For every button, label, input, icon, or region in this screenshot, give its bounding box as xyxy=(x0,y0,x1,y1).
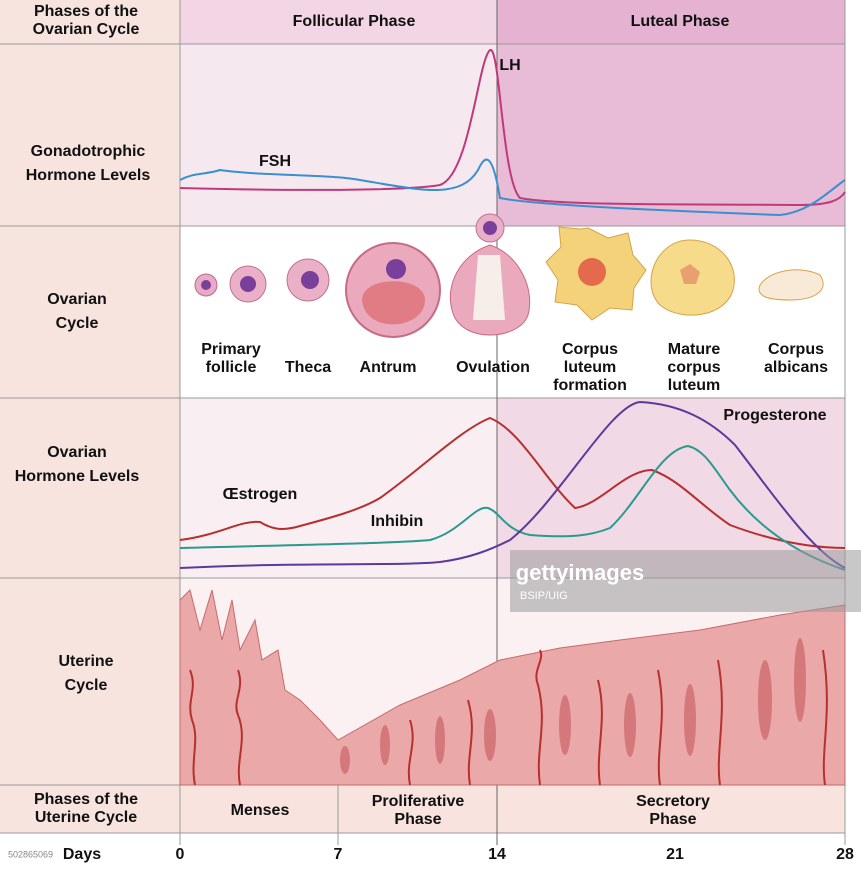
stage-label: Ovulation xyxy=(456,359,530,376)
day-tick: 14 xyxy=(488,846,506,863)
gland xyxy=(559,695,571,755)
stage-label: Corpus xyxy=(768,341,824,358)
gland xyxy=(758,660,772,740)
stage-label: Theca xyxy=(285,359,331,376)
watermark-brand: gettyimages xyxy=(516,560,644,585)
gland xyxy=(340,746,350,774)
artery xyxy=(235,669,243,786)
artery xyxy=(535,649,543,786)
phase-label: Phase xyxy=(649,811,696,828)
row-label: Uterine Cycle xyxy=(35,809,137,826)
axis-label: Days xyxy=(63,846,101,863)
follicle-icon xyxy=(473,255,505,320)
left-column xyxy=(0,0,180,833)
follicular-header xyxy=(180,0,497,44)
stage-label: corpus xyxy=(667,359,720,376)
uterine-lining xyxy=(179,589,846,786)
stage-label: Corpus xyxy=(562,341,618,358)
corpus-icon xyxy=(680,264,700,284)
watermark-id: 502865069 xyxy=(8,849,53,859)
curve-label: Inhibin xyxy=(371,513,423,530)
estrogen-curve xyxy=(179,416,846,549)
corpus-icon xyxy=(578,258,606,286)
follicle-icon xyxy=(201,280,211,290)
luteal-header xyxy=(497,0,845,44)
progesterone-curve xyxy=(179,400,846,569)
follicle-icon xyxy=(483,221,497,235)
uterine-phase-bg xyxy=(180,785,845,833)
phase-label: Phase xyxy=(394,811,441,828)
row-label: Cycle xyxy=(65,677,108,694)
phase-label: Menses xyxy=(231,802,290,819)
artery xyxy=(717,659,723,786)
watermark-box xyxy=(510,550,861,612)
row-label: Phases of the xyxy=(34,791,138,808)
artery xyxy=(657,669,663,786)
curve-label: LH xyxy=(499,57,520,74)
phase-label: Secretory xyxy=(636,793,710,810)
follicle-icon xyxy=(240,276,256,292)
day-tick: 7 xyxy=(334,846,343,863)
inhibin-curve xyxy=(179,444,846,571)
row-label: Hormone Levels xyxy=(15,468,140,485)
stage-label: Antrum xyxy=(360,359,417,376)
stage-label: luteum xyxy=(564,359,616,376)
lh-curve xyxy=(179,48,846,207)
curve-label: Œstrogen xyxy=(223,486,298,503)
hormone-luteal xyxy=(497,398,845,578)
corpus-icon xyxy=(758,269,824,301)
stage-label: Mature xyxy=(668,341,721,358)
phase-label: Proliferative xyxy=(372,793,465,810)
artery xyxy=(407,719,414,786)
gonado-luteal xyxy=(497,44,845,226)
row-label: Cycle xyxy=(56,315,99,332)
phase-label: Follicular Phase xyxy=(293,13,416,30)
follicles xyxy=(194,213,824,338)
day-tick: 21 xyxy=(666,846,684,863)
artery xyxy=(189,669,197,786)
stage-label: Primary xyxy=(201,341,261,358)
stage-label: albicans xyxy=(764,359,828,376)
phase-label: Luteal Phase xyxy=(631,13,730,30)
gland xyxy=(484,709,496,761)
gland xyxy=(435,716,445,764)
curve-label: Progesterone xyxy=(723,407,826,424)
artery xyxy=(597,679,603,786)
spiral-arteries xyxy=(189,649,828,786)
day-tick: 0 xyxy=(176,846,185,863)
fsh-curve xyxy=(179,158,846,217)
glands xyxy=(340,638,806,774)
follicle-icon xyxy=(386,259,406,279)
gland xyxy=(794,638,806,722)
artery xyxy=(822,649,828,786)
gland xyxy=(684,684,696,756)
stage-label: formation xyxy=(553,377,627,394)
artery xyxy=(467,699,473,786)
follicle-icon xyxy=(362,281,425,325)
row-label: Ovarian Cycle xyxy=(33,21,140,38)
row-label: Ovarian xyxy=(47,291,107,308)
follicle-icon xyxy=(301,271,319,289)
row-label: Hormone Levels xyxy=(26,167,151,184)
gland xyxy=(380,725,390,765)
gland xyxy=(624,693,636,757)
watermark-credit: BSIP/UIG xyxy=(520,590,568,602)
row-label: Ovarian xyxy=(47,444,107,461)
day-tick: 28 xyxy=(836,846,854,863)
row-label: Uterine xyxy=(58,653,113,670)
curve-label: FSH xyxy=(259,153,291,170)
hormone-follicular xyxy=(180,398,497,578)
gonado-follicular xyxy=(180,44,497,226)
row-label: Gonadotrophic xyxy=(31,143,146,160)
stage-label: follicle xyxy=(206,359,257,376)
row-label: Phases of the xyxy=(34,3,138,20)
stage-label: luteum xyxy=(668,377,720,394)
